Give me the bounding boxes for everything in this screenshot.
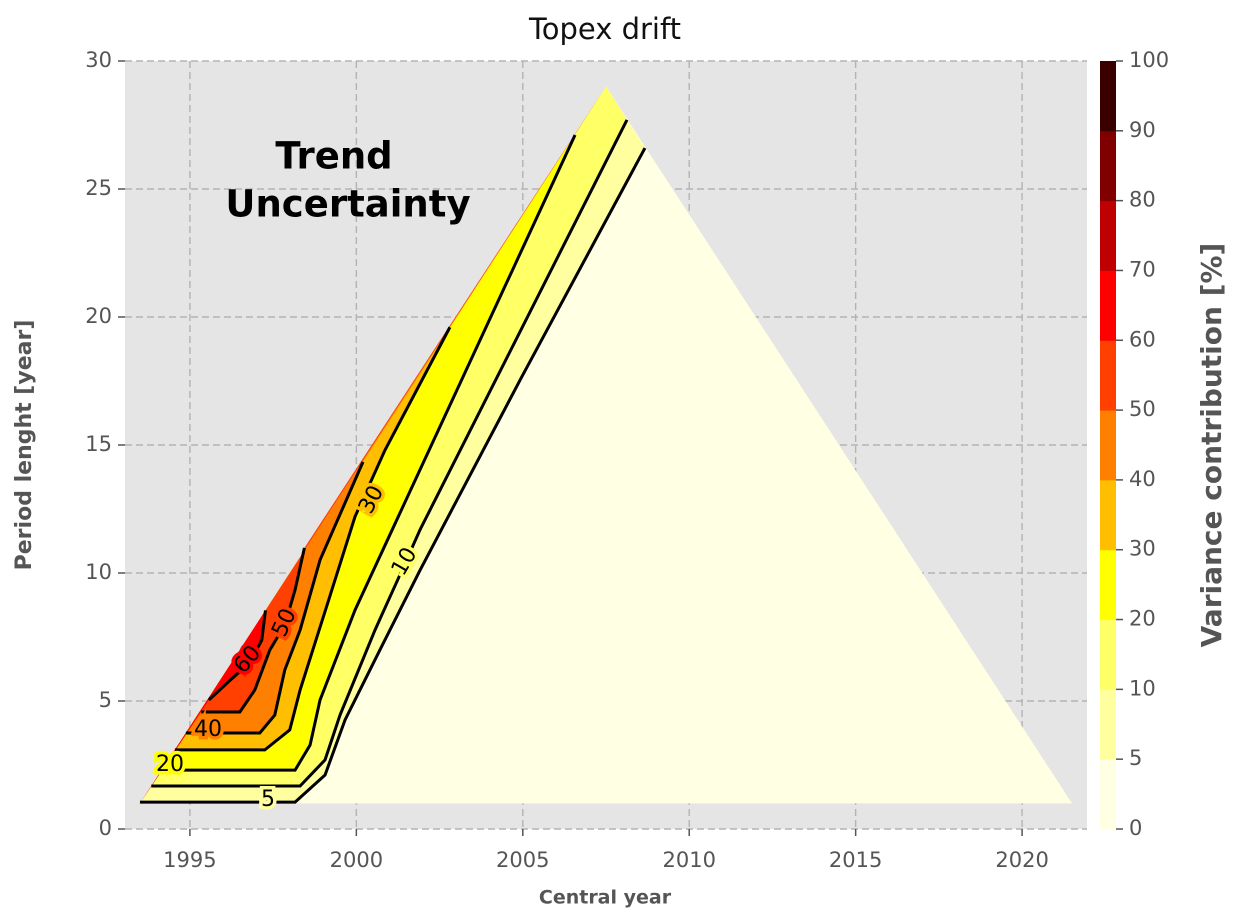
y-tick-label: 25 (85, 176, 112, 200)
colorbar-tick-label: 5 (1129, 746, 1142, 770)
colorbar-tick-label: 60 (1129, 327, 1156, 351)
colorbar-band (1100, 619, 1116, 690)
colorbar-band (1100, 270, 1116, 341)
colorbar-label: Variance contribution [%] (1195, 243, 1228, 648)
contour-line (139, 147, 647, 804)
axes: 1995 2000 2005 2010 2015 20200510152025300510… (85, 48, 1169, 872)
colorbar-band (1100, 689, 1116, 760)
y-tick-label: 0 (99, 816, 112, 840)
colorbar-tick-label: 10 (1129, 676, 1156, 700)
annotation: Uncertainty (225, 183, 470, 226)
colorbar-band (1100, 759, 1116, 830)
colorbar-band (1100, 61, 1116, 132)
x-tick-label: 1995 (163, 848, 216, 872)
colorbar-band (1100, 549, 1116, 621)
colorbar-tick-label: 50 (1129, 397, 1156, 421)
colorbar-band (1100, 479, 1116, 551)
contour-line (207, 610, 267, 702)
x-tick-label: 2010 (662, 848, 715, 872)
contour-line (201, 547, 306, 714)
colorbar-tick-label: 90 (1129, 118, 1156, 142)
x-tick-label: 2020 (995, 848, 1048, 872)
y-tick-label: 15 (85, 432, 112, 456)
colorbar-band (1100, 340, 1116, 411)
colorbar-tick-label: 80 (1129, 188, 1156, 212)
annotation: Trend (275, 135, 392, 178)
contour-label: 40 (194, 717, 222, 742)
colorbar-band (1100, 130, 1116, 202)
colorbar-tick-label: 30 (1129, 537, 1156, 561)
y-tick-label: 20 (85, 304, 112, 328)
x-tick-label: 2015 (829, 848, 882, 872)
contour-line (151, 119, 629, 788)
y-tick-label: 30 (85, 48, 112, 72)
y-tick-label: 5 (99, 688, 112, 712)
x-tick-label: 2005 (496, 848, 549, 872)
colorbar-band (1100, 200, 1116, 271)
y-tick-label: 10 (85, 560, 112, 584)
colorbar-tick-label: 100 (1129, 48, 1169, 72)
colorbar-tick-label: 20 (1129, 607, 1156, 631)
chart-title: Topex drift (528, 12, 681, 46)
contour-label: 5 (261, 787, 275, 812)
colorbar-tick-label: 0 (1129, 816, 1142, 840)
colorbar-tick-label: 70 (1129, 257, 1156, 281)
colorbar-band (1100, 410, 1116, 481)
x-tick-label: 2000 (330, 848, 383, 872)
x-axis-label: Central year (539, 887, 672, 909)
colorbar-tick-label: 40 (1129, 467, 1156, 491)
contour-fill (139, 86, 606, 804)
contour-line (185, 461, 365, 735)
y-axis-label: Period lenght [year] (12, 320, 37, 571)
contour-line (174, 326, 452, 752)
contour-line (161, 134, 577, 772)
contour-label: 20 (156, 752, 184, 777)
